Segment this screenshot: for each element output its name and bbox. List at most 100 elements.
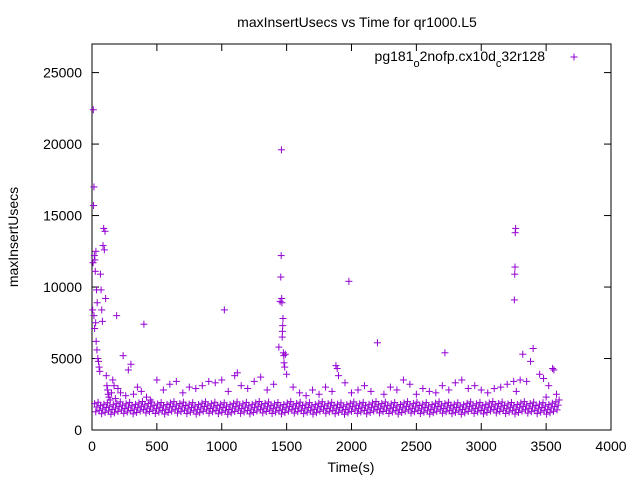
data-point-band (537, 408, 545, 416)
data-point-band (420, 408, 428, 416)
data-point (512, 387, 520, 395)
data-point (545, 382, 553, 390)
data-point-band (457, 410, 465, 418)
data-point (105, 393, 113, 401)
data-point-band (136, 407, 144, 415)
data-point (92, 319, 100, 327)
data-point (516, 376, 524, 384)
data-point (211, 379, 219, 387)
data-point-band (496, 408, 504, 416)
data-point (445, 386, 453, 394)
data-point (441, 349, 449, 357)
data-point-band (461, 409, 469, 417)
data-point (527, 357, 535, 365)
data-point-band (272, 408, 280, 416)
data-point-band (394, 410, 402, 418)
data-point (490, 385, 498, 393)
data-point-band (186, 408, 194, 416)
data-point (122, 392, 130, 400)
data-point (477, 386, 485, 394)
data-point (451, 379, 459, 387)
data-point (111, 395, 119, 403)
data-point (96, 270, 104, 278)
data-point-band (107, 410, 115, 418)
data-point-band (388, 408, 396, 416)
data-point (471, 382, 479, 390)
data-point (90, 202, 98, 210)
data-point (309, 386, 317, 394)
data-point (130, 390, 138, 398)
data-point-band (464, 407, 472, 415)
y-axis-label: maxInsertUsecs (5, 187, 21, 287)
data-point (124, 366, 132, 374)
data-point (185, 383, 193, 391)
data-point (277, 146, 285, 154)
data-point (244, 385, 252, 393)
data-point-band (246, 410, 254, 418)
data-point-band (92, 408, 100, 416)
y-tick-label: 5000 (51, 351, 82, 367)
data-point-band (196, 409, 204, 417)
data-point (341, 379, 349, 387)
data-point (114, 385, 122, 393)
data-point (279, 314, 287, 322)
legend-marker-plus (570, 53, 578, 61)
data-point (233, 369, 241, 377)
data-point-band (168, 407, 176, 415)
data-point (555, 396, 563, 404)
data-point-band (192, 410, 200, 418)
data-point-band (120, 409, 128, 417)
data-point-band (416, 410, 424, 418)
legend-label-part-base: pg181 (375, 48, 414, 64)
data-point (91, 256, 99, 264)
data-point (302, 392, 310, 400)
legend-label: pg181o2nofp.cx10dc32r128 (375, 48, 546, 70)
data-point-band (492, 409, 500, 417)
data-point-band (240, 408, 248, 416)
data-point (153, 376, 161, 384)
data-point (107, 389, 115, 397)
data-point (257, 373, 265, 381)
data-point (98, 306, 106, 314)
data-point (536, 370, 544, 378)
data-point-band (214, 410, 222, 418)
data-point-band (331, 410, 339, 418)
data-point-band (442, 408, 450, 416)
data-point (102, 372, 110, 380)
data-point-band (259, 409, 267, 417)
data-point (220, 306, 228, 314)
data-point-band (426, 410, 434, 418)
data-point (296, 389, 304, 397)
data-point-band (353, 409, 361, 417)
data-point (92, 247, 100, 255)
x-tick-label: 1500 (271, 438, 302, 454)
data-point-band (433, 407, 441, 415)
data-point-band (550, 407, 558, 415)
data-point-band (98, 410, 106, 418)
data-point-band (114, 407, 122, 415)
data-point-band (385, 409, 393, 417)
legend-label-subscript-2: c (496, 58, 502, 70)
data-point-band (505, 408, 513, 416)
data-point (109, 376, 117, 384)
data-point-band (145, 408, 153, 416)
x-tick-label: 2500 (401, 438, 432, 454)
data-point-band (177, 408, 185, 416)
data-point-band (253, 407, 261, 415)
data-point (91, 324, 99, 332)
data-point (511, 263, 519, 271)
y-tick-label: 0 (74, 422, 82, 438)
data-point (280, 352, 288, 360)
data-point-band (281, 409, 289, 417)
data-point (91, 267, 99, 275)
data-point (237, 382, 245, 390)
data-point (542, 393, 550, 401)
data-point (519, 350, 527, 358)
data-point (553, 390, 561, 398)
data-point (380, 390, 388, 398)
data-point (393, 386, 401, 394)
data-point-band (325, 408, 333, 416)
data-point (95, 363, 103, 371)
data-point (464, 385, 472, 393)
x-axis-label: Time(s) (328, 459, 375, 475)
